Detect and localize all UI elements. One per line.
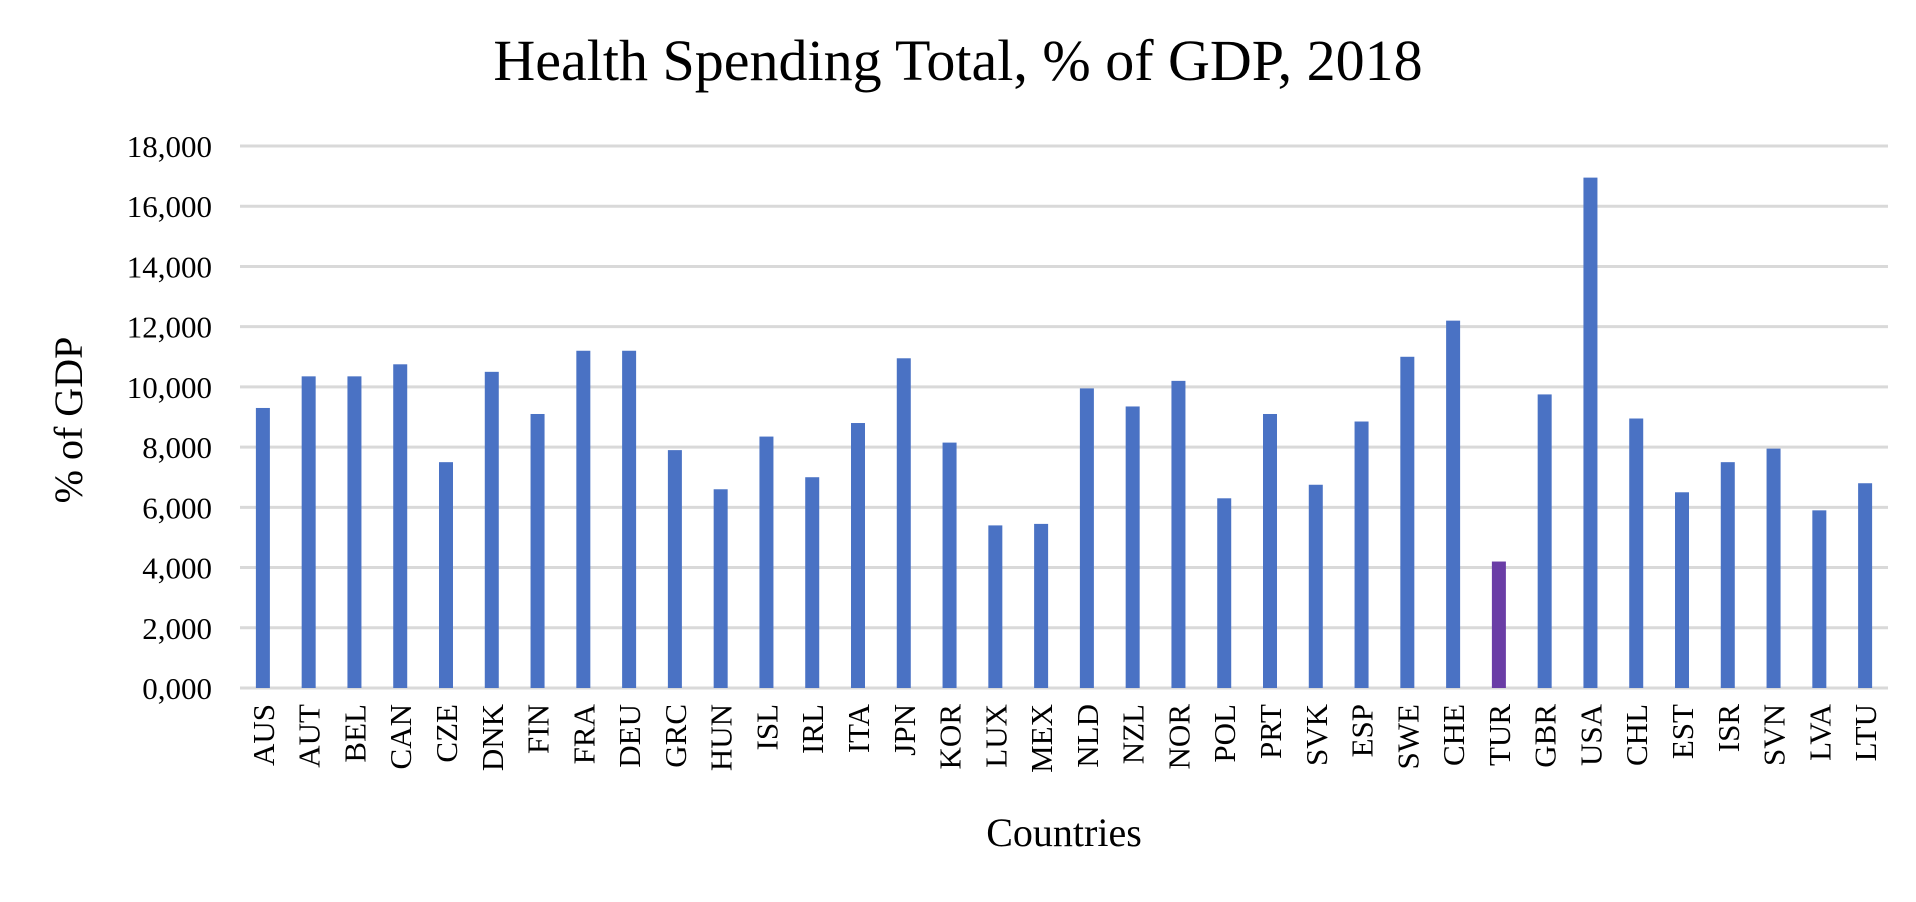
bar-cze [439,462,453,688]
x-tick-label: IRL [795,704,830,754]
x-tick-label: SVK [1299,703,1334,766]
x-tick-label: TUR [1482,704,1517,766]
x-tick-label: POL [1207,704,1242,763]
x-tick-label: HUN [704,704,739,771]
x-tick-label: AUS [246,704,281,766]
bar-mex [1034,523,1049,688]
x-tick-label: NOR [1161,704,1196,770]
x-tick-label: DNK [475,703,510,771]
bar-dnk [484,371,499,688]
x-tick-label: ITA [841,703,876,753]
x-tick-label: CAN [383,704,418,769]
x-tick-label: BEL [337,704,372,763]
bar-che [1446,320,1461,688]
bar-pol [1217,498,1232,688]
bar-isl [759,436,774,688]
bar-fra [576,350,591,688]
x-tick-label: USA [1573,703,1608,766]
x-tick-label: NLD [1070,704,1105,768]
y-tick-label: 8,000 [142,430,212,465]
bar-kor [942,442,957,688]
x-axis-title: Countries [986,810,1142,855]
bar-lva [1812,510,1827,688]
x-tick-label: CZE [429,704,464,763]
bar-svn [1766,448,1781,688]
y-tick-label: 18,000 [127,129,212,164]
y-tick-label: 16,000 [127,189,212,224]
bar-gbr [1537,394,1552,688]
bar-deu [622,350,637,688]
bar-swe [1400,356,1415,688]
x-tick-label: NZL [1116,704,1151,764]
bar-tur [1491,561,1506,688]
y-tick-label: 4,000 [142,551,212,586]
x-tick-label: KOR [933,704,968,770]
x-tick-label: FRA [566,703,601,764]
x-tick-label: SWE [1390,704,1425,769]
bar-aut [301,376,316,688]
y-axis-title: % of GDP [46,337,91,504]
bar-ita [851,423,865,688]
x-tick-label: CHE [1436,704,1471,766]
y-tick-label: 14,000 [127,249,212,284]
x-tick-label: AUT [292,704,327,768]
x-tick-label: MEX [1024,704,1059,773]
bar-isr [1720,462,1735,688]
bar-aus [255,407,270,688]
y-tick-label: 0,000 [142,671,212,706]
bar-hun [713,489,728,688]
x-axis-ticks: AUS AUT BEL CAN CZE DNK FIN FRA DEU GRC HUN ISL IRL I… [246,703,1883,773]
bar-grc [667,450,682,688]
bar-usa [1583,177,1598,688]
x-tick-label: JPN [887,704,922,756]
bar-bel [347,376,362,688]
x-tick-label: LTU [1848,704,1883,761]
bar-lux [988,525,1003,688]
x-tick-label: ESP [1345,704,1380,757]
bar-svk [1308,484,1323,688]
x-tick-label: PRT [1253,704,1288,759]
bar-nld [1079,388,1094,688]
bars [255,177,1873,688]
y-tick-label: 2,000 [142,611,212,646]
x-tick-label: ISL [749,704,784,751]
bar-can [393,364,408,688]
bar-esp [1354,421,1369,688]
x-tick-label: EST [1665,704,1700,759]
bar-prt [1263,413,1277,688]
bar-nzl [1125,406,1140,688]
x-tick-label: FIN [521,704,556,754]
x-tick-label: ISR [1711,704,1746,753]
x-tick-label: CHL [1619,704,1654,766]
x-tick-label: LUX [978,704,1013,768]
bar-nor [1171,380,1186,688]
bar-est [1675,492,1689,688]
y-tick-label: 10,000 [127,370,212,405]
bar-jpn [896,358,911,688]
bar-chl [1629,418,1644,688]
y-tick-label: 6,000 [142,490,212,525]
bar-fin [530,413,545,688]
bar-ltu [1858,483,1873,688]
bar-irl [805,477,820,688]
gridlines [240,144,1888,690]
y-tick-label: 12,000 [127,310,212,345]
x-tick-label: GBR [1528,704,1563,768]
y-axis-ticks: 0,000 2,000 4,000 6,000 8,000 10,000 12,000 14,… [127,129,212,706]
x-tick-label: DEU [612,704,647,768]
x-tick-label: LVA [1802,703,1837,760]
x-tick-label: GRC [658,704,693,768]
chart-title: Health Spending Total, % of GDP, 2018 [493,28,1422,93]
x-tick-label: SVN [1757,704,1792,766]
